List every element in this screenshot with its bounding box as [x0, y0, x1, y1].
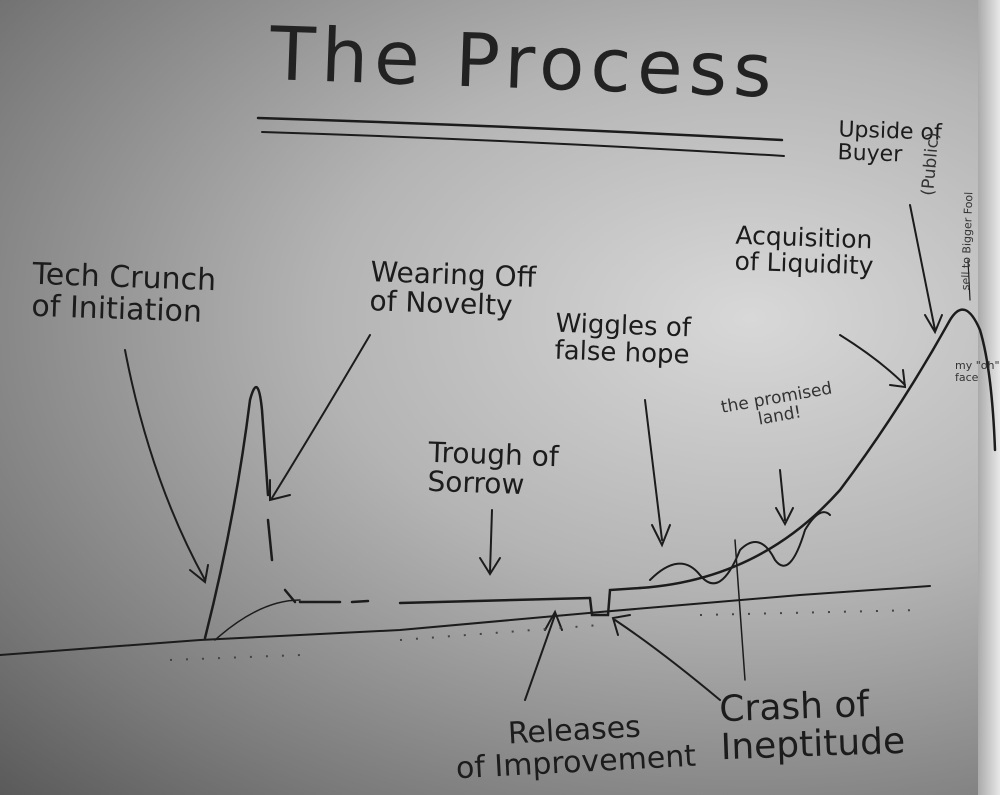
- arrow-wiggles: [644, 399, 671, 548]
- arrow-trough: [479, 509, 501, 576]
- label-wiggles: Wiggles of false hope: [554, 308, 692, 371]
- arrow-bigger-fool: [967, 259, 971, 301]
- whiteboard-frame: [978, 0, 1000, 795]
- label-tech-crunch: Tech Crunch of Initiation: [30, 256, 217, 330]
- novelty-dashes: [298, 596, 592, 605]
- growth-curve: [638, 308, 997, 590]
- arrow-acquisition: [839, 334, 907, 389]
- arrow-crash: [611, 614, 721, 701]
- baseline: [0, 585, 931, 656]
- label-releases: Releases of Improvement: [455, 709, 697, 786]
- arrow-promised: [775, 469, 794, 527]
- hype-spike: [203, 386, 270, 640]
- crash-dip: [588, 586, 642, 617]
- small-curve: [214, 599, 301, 641]
- arrow-upside: [909, 204, 943, 335]
- title-underline: [256, 116, 784, 142]
- label-wearing-off: Wearing Off of Novelty: [368, 255, 537, 323]
- arrow-tech-crunch: [124, 349, 209, 584]
- spike-dash: [266, 518, 297, 604]
- arrow-crash-2: [734, 539, 746, 681]
- label-acquisition: Acquisition of Liquidity: [734, 220, 875, 281]
- label-oh-face: my "oh" face: [955, 359, 1000, 384]
- arrow-releases: [524, 609, 563, 701]
- title-underline-2: [261, 131, 785, 157]
- arrow-novelty: [269, 334, 371, 502]
- wiggles: [649, 511, 831, 585]
- diagram-title: The Process: [268, 11, 780, 115]
- dotted-line: [169, 609, 921, 661]
- label-crash: Crash of Ineptitude: [718, 684, 906, 768]
- label-trough: Trough of Sorrow: [426, 435, 560, 502]
